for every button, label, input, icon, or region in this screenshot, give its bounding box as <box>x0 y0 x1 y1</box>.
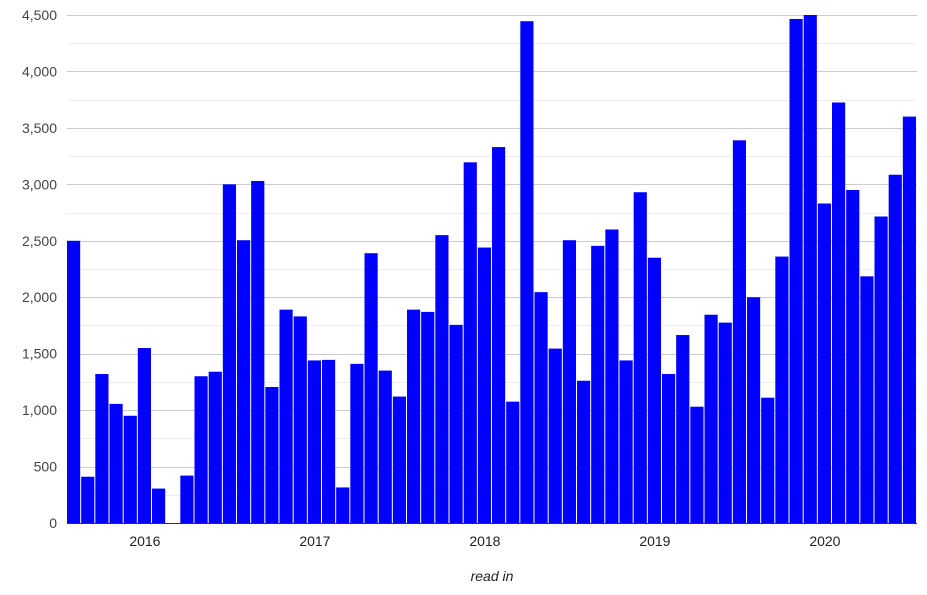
bar-2019-02 <box>662 373 676 523</box>
bar-2016-12 <box>293 316 307 523</box>
y-axis-tick-labels: 0 500 1,000 1,500 2,000 2,500 3,000 3,500 4,000 4… <box>22 7 57 531</box>
bar-2019-01 <box>647 257 661 523</box>
bar-2020-04 <box>860 276 874 523</box>
bar-2018-10 <box>605 229 619 524</box>
y-tick-label: 3,500 <box>22 120 57 136</box>
bar-2017-11 <box>449 324 463 523</box>
bar-2016-09 <box>251 180 265 523</box>
x-tick-label: 2016 <box>129 533 160 549</box>
bar-2019-11 <box>789 18 803 523</box>
bar-2016-10 <box>265 386 279 523</box>
y-tick-label: 4,500 <box>22 7 57 23</box>
bar-2017-01 <box>307 360 321 523</box>
bar-2016-07 <box>222 184 236 523</box>
bar-2017-05 <box>364 253 378 523</box>
bar-2019-10 <box>775 256 789 523</box>
y-tick-label: 1,500 <box>22 346 57 362</box>
bar-2017-04 <box>350 363 364 523</box>
bar-2017-06 <box>378 370 392 523</box>
bar-2016-06 <box>208 371 222 523</box>
bar-2016-02 <box>152 488 166 523</box>
bar-2018-07 <box>562 240 576 523</box>
y-tick-label: 0 <box>49 515 57 531</box>
bar-2019-09 <box>761 397 775 523</box>
bar-2020-05 <box>874 216 888 523</box>
bar-2020-03 <box>846 189 860 524</box>
x-axis-tick-labels: 2016 2017 2018 2019 2020 <box>129 533 840 549</box>
bar-2016-05 <box>194 376 208 523</box>
bar-2017-12 <box>463 162 477 523</box>
bar-2019-03 <box>676 335 690 523</box>
bar-2019-04 <box>690 406 704 523</box>
y-tick-label: 3,000 <box>22 176 57 192</box>
bar-2018-04 <box>520 21 534 524</box>
y-tick-label: 4,000 <box>22 63 57 79</box>
bar-2018-11 <box>619 360 633 523</box>
bar-2020-07 <box>902 116 916 523</box>
bar-2018-12 <box>633 192 647 524</box>
bar-2016-08 <box>237 240 251 523</box>
bar-2015-11 <box>109 403 123 523</box>
bar-2019-05 <box>704 314 718 523</box>
bar-2018-03 <box>506 401 520 523</box>
x-tick-label: 2017 <box>299 533 330 549</box>
bar-2018-02 <box>492 147 506 523</box>
bar-2019-12 <box>803 15 817 523</box>
bar-2019-07 <box>732 140 746 523</box>
bar-2015-08 <box>67 240 81 523</box>
y-tick-label: 2,500 <box>22 233 57 249</box>
x-axis-label: read in <box>471 568 514 584</box>
bar-2018-09 <box>591 245 605 524</box>
bar-2018-06 <box>548 348 562 523</box>
bar-2018-08 <box>577 380 591 523</box>
bar-2017-07 <box>392 396 406 523</box>
x-tick-label: 2018 <box>469 533 500 549</box>
bars <box>67 15 916 524</box>
bar-2016-11 <box>279 309 293 523</box>
bar-2020-01 <box>817 203 831 523</box>
bar-2020-02 <box>832 102 846 524</box>
x-tick-label: 2019 <box>639 533 670 549</box>
y-tick-label: 500 <box>34 459 58 475</box>
bar-2017-09 <box>421 311 435 523</box>
bar-2017-08 <box>407 309 421 523</box>
bar-2017-02 <box>322 359 336 523</box>
y-tick-label: 1,000 <box>22 402 57 418</box>
bar-2015-09 <box>81 476 95 523</box>
bar-2019-08 <box>747 297 761 523</box>
bar-2017-10 <box>435 235 449 523</box>
bar-2017-03 <box>336 487 350 523</box>
y-tick-label: 2,000 <box>22 289 57 305</box>
bar-2018-01 <box>477 247 491 524</box>
bar-2016-04 <box>180 475 194 523</box>
bar-2019-06 <box>718 322 732 523</box>
bar-2016-01 <box>137 348 151 523</box>
bar-2015-12 <box>123 415 137 523</box>
x-tick-label: 2020 <box>809 533 840 549</box>
bar-2015-10 <box>95 373 109 523</box>
bar-2018-05 <box>534 292 548 523</box>
bar-2020-06 <box>888 174 902 524</box>
